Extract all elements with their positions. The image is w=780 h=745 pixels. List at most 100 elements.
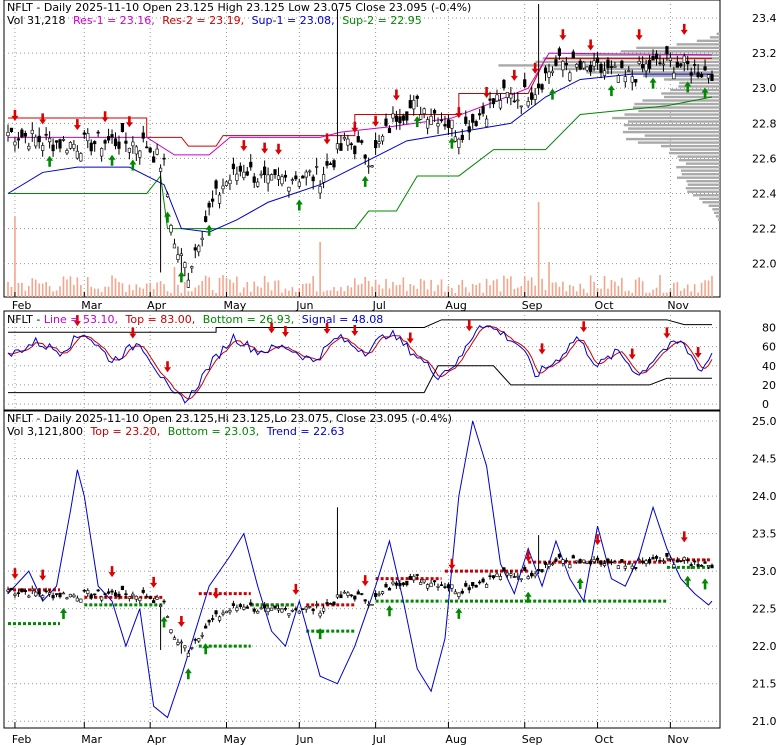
price-candle-body <box>481 106 485 114</box>
volume-bar <box>492 280 495 297</box>
price-candle-body <box>356 136 360 143</box>
price-y-tick-label: 23.0 <box>752 82 777 95</box>
stoch-header-line: Line = 53.10, <box>44 313 118 326</box>
volume-bar <box>194 287 197 297</box>
volume-profile-bar <box>644 134 720 137</box>
trend-candle-body <box>346 592 350 596</box>
volume-bar <box>548 262 550 297</box>
price-candle-body <box>41 145 45 151</box>
price-y-tick-label: 22.2 <box>752 223 777 236</box>
volume-bar <box>222 275 224 297</box>
price-candle-body <box>484 118 489 127</box>
stoch-sell-arrow <box>465 320 473 332</box>
price-sell-arrow <box>559 29 567 41</box>
trend-y-tick-label: 25.0 <box>752 415 777 428</box>
price-candle-body <box>523 79 527 88</box>
price-candle-body <box>113 138 118 147</box>
price-candle-body <box>44 133 48 136</box>
price-candle-body <box>599 63 603 73</box>
volume-bar <box>215 292 217 297</box>
price-candle-body <box>325 161 329 166</box>
trend-candle-body <box>93 593 97 596</box>
stoch-sell-arrow <box>406 332 414 344</box>
price-candle-body <box>96 131 100 134</box>
price-candle-body <box>585 66 589 71</box>
trend-candle-body <box>301 608 305 611</box>
price-sell-arrow <box>275 143 283 155</box>
trend-candle-body <box>564 560 568 562</box>
volume-bar <box>218 277 221 297</box>
trend-candle-body <box>27 595 31 598</box>
price-candle-body <box>16 138 21 141</box>
trend-candle-body <box>478 581 482 584</box>
volume-bar <box>239 292 242 297</box>
price-sell-arrow <box>531 62 539 74</box>
trend-candle-body <box>332 601 336 606</box>
volume-bar <box>322 291 325 297</box>
volume-profile-bar <box>638 109 720 113</box>
volume-profile-bar <box>626 137 720 141</box>
trend-candle-body <box>360 593 364 595</box>
trend-sell-arrow <box>39 569 47 581</box>
volume-bar <box>367 280 370 297</box>
stoch-header-signal: Signal = 48.08 <box>302 313 384 326</box>
trend-candle-body <box>54 593 59 595</box>
volume-bar <box>281 292 283 297</box>
volume-profile-bar <box>668 151 720 155</box>
trend-sell-arrow <box>448 558 456 570</box>
volume-bar <box>600 288 602 297</box>
trend-candle-body <box>103 593 107 595</box>
trend-candle-body <box>86 590 90 594</box>
price-candle-body <box>311 176 315 182</box>
price-candle-body <box>342 137 346 140</box>
price-buy-arrow <box>684 81 692 93</box>
price-candle-body <box>675 61 679 68</box>
volume-bar <box>575 291 578 297</box>
trend-candle-body <box>686 559 690 561</box>
volume-bar <box>603 275 606 297</box>
price-candle-body <box>349 143 353 146</box>
trend-candle-body <box>516 575 520 578</box>
volume-bar <box>48 286 51 297</box>
price-candle-body <box>367 165 371 168</box>
price-candle-body <box>273 169 277 175</box>
price-buy-arrow <box>413 116 421 128</box>
trend-candle-body <box>120 585 125 591</box>
price-sell-arrow <box>73 119 81 131</box>
price-candle-body <box>679 63 683 67</box>
volume-bar <box>537 202 540 297</box>
volume-bar <box>534 285 536 297</box>
volume-bar <box>149 282 151 297</box>
price-candle-body <box>117 141 121 149</box>
volume-bar <box>34 279 37 297</box>
price-candle-body <box>467 126 471 133</box>
volume-profile-bar <box>713 211 720 214</box>
price-candle-body <box>578 60 582 70</box>
price-candle-body <box>661 63 666 66</box>
trend-candle-body <box>616 565 620 569</box>
trend-candle-body <box>575 560 579 563</box>
price-candle-body <box>23 132 27 137</box>
price-y-tick-label: 22.0 <box>752 258 777 271</box>
price-candle-body <box>398 116 402 124</box>
trend-sell-arrow <box>212 587 220 599</box>
volume-profile-bar <box>687 183 720 186</box>
volume-profile-bar <box>676 43 720 46</box>
trend-candle-body <box>519 578 523 580</box>
volume-bar <box>447 285 450 297</box>
trend-candle-body <box>61 592 66 595</box>
trend-x-month-label: Mar <box>81 733 102 745</box>
volume-bar <box>31 278 34 297</box>
price-candle-body <box>186 279 190 288</box>
trend-candle-body <box>613 561 617 564</box>
volume-bar <box>329 290 332 297</box>
volume-bar <box>610 279 613 297</box>
volume-bar <box>336 290 339 297</box>
volume-bar <box>409 284 412 297</box>
volume-bar <box>530 277 533 297</box>
price-candle-body <box>100 148 104 157</box>
price-buy-arrow <box>205 224 213 236</box>
volume-bar <box>416 288 419 297</box>
price-x-month-label: Jul <box>372 299 386 312</box>
volume-profile-bar <box>661 92 720 95</box>
